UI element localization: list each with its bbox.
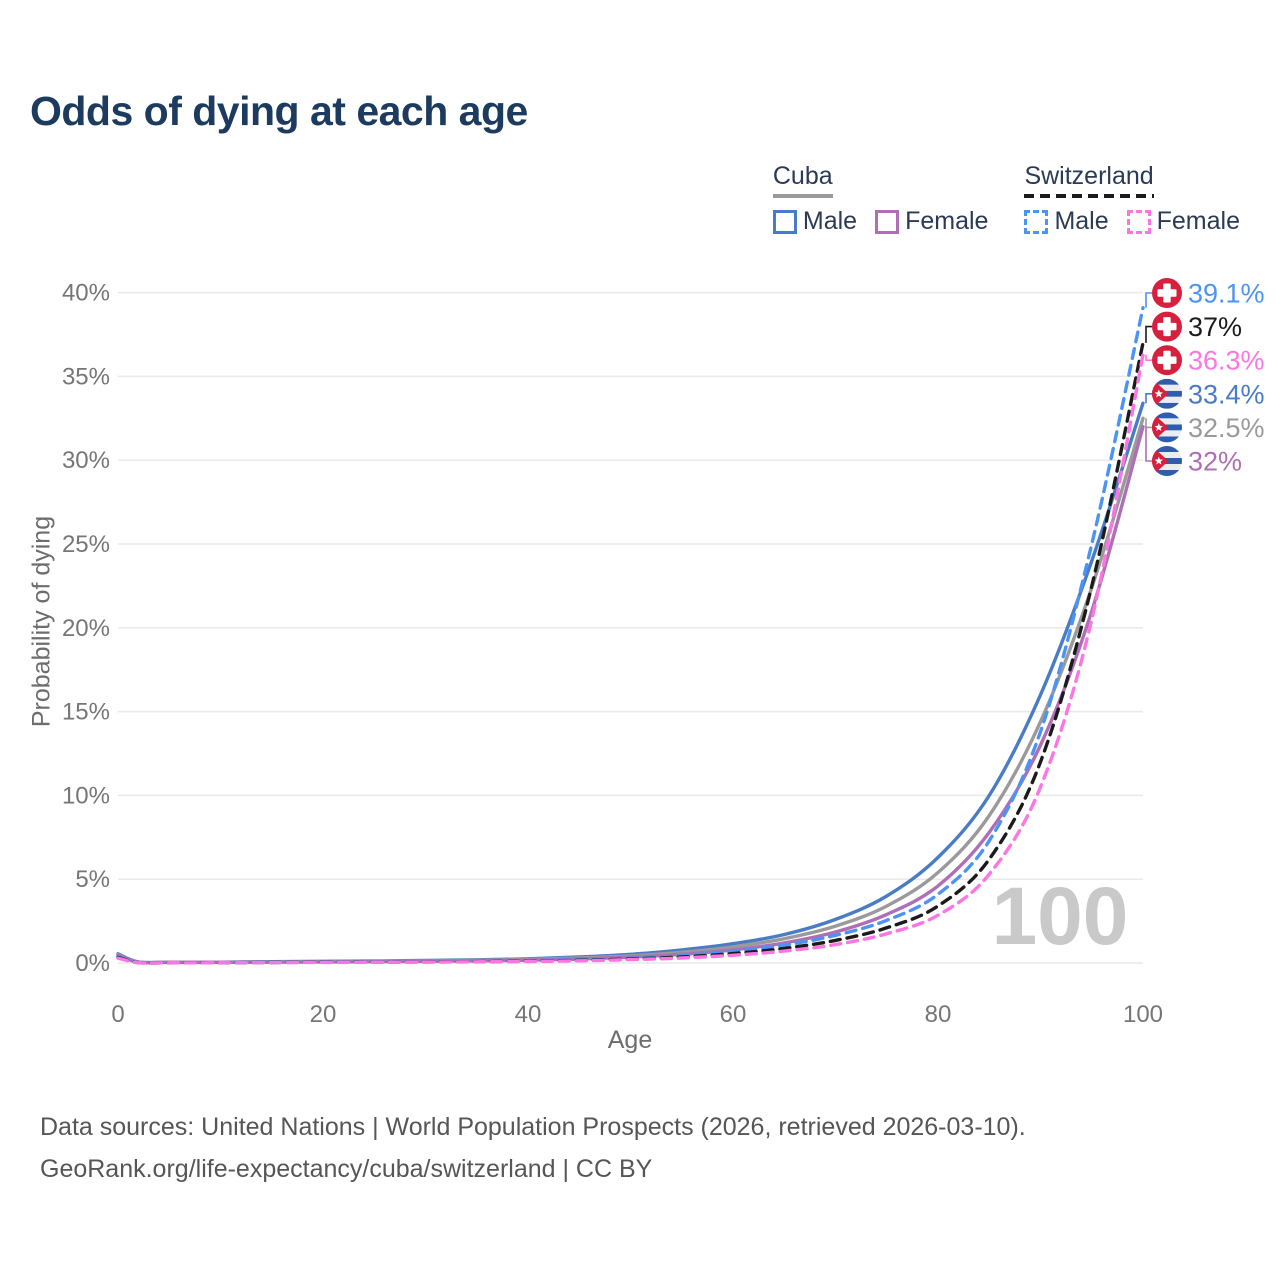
line-switzerland-both-sexes[interactable] [116, 341, 1145, 965]
end-value-label-cuba-both-sexes: 32.5% [1188, 413, 1265, 443]
y-tick-label: 0% [75, 950, 110, 977]
label-connector [1145, 418, 1152, 429]
y-tick-label: 15% [62, 699, 110, 726]
y-tick-label: 35% [62, 363, 110, 390]
y-tick-label: 25% [62, 531, 110, 558]
flag-cuba-icon [1152, 378, 1182, 409]
flag-cuba-icon [1152, 412, 1182, 443]
y-tick-label: 5% [75, 866, 110, 893]
label-connector [1145, 292, 1152, 308]
legend-swatch-cuba-male-icon [772, 209, 797, 234]
footer-line2: GeoRank.org/life-expectancy/cuba/switzer… [40, 1155, 653, 1183]
legend-group-switzerland: Switzerland Male Female [1024, 162, 1240, 236]
y-tick-label: 30% [62, 447, 110, 474]
legend: Cuba Male Female Switzerland Male Female [772, 162, 1240, 236]
footer-line1: Data sources: United Nations | World Pop… [40, 1113, 1026, 1141]
x-tick-label: 80 [925, 1001, 952, 1028]
legend-label: Male [1054, 207, 1109, 235]
x-axis-title: Age [607, 1026, 653, 1054]
end-value-label-switzerland-female: 36.3% [1188, 346, 1265, 376]
legend-item-cuba-female[interactable]: Female [875, 207, 988, 236]
legend-item-switzerland-female[interactable]: Female [1126, 207, 1240, 236]
legend-label: Female [905, 207, 989, 235]
x-tick-label: 60 [720, 1001, 747, 1028]
line-switzerland-female[interactable] [116, 352, 1145, 965]
line-cuba-both-sexes[interactable] [116, 416, 1145, 965]
line-cuba-female[interactable] [116, 425, 1145, 965]
legend-item-switzerland-male[interactable]: Male [1024, 207, 1109, 236]
label-connector [1145, 426, 1152, 462]
legend-item-cuba-male[interactable]: Male [772, 207, 858, 236]
legend-underline-switzerland [1024, 194, 1154, 198]
legend-country-cuba: Cuba [772, 162, 833, 190]
legend-label: Male [802, 207, 858, 235]
legend-group-cuba: Cuba Male Female [772, 162, 988, 236]
label-connector [1145, 392, 1152, 404]
flag-switzerland-icon [1152, 311, 1182, 342]
legend-swatch-switzerland-female-icon [1126, 209, 1151, 234]
end-value-label-cuba-female: 32% [1188, 447, 1242, 477]
x-tick-label: 100 [1123, 1001, 1163, 1028]
y-tick-label: 20% [62, 615, 110, 642]
label-connector [1145, 354, 1152, 362]
end-value-label-cuba-male: 33.4% [1188, 379, 1265, 409]
y-tick-label: 10% [62, 782, 110, 809]
data-sources: Data sources: United Nations | World Pop… [40, 1106, 1026, 1190]
hover-age-watermark: 100 [992, 871, 1129, 962]
y-tick-label: 40% [62, 280, 110, 307]
flag-switzerland-icon [1152, 278, 1182, 308]
x-tick-label: 20 [310, 1001, 337, 1028]
end-value-label-switzerland-male: 39.1% [1188, 279, 1265, 309]
line-switzerland-male[interactable] [116, 306, 1145, 965]
legend-swatch-switzerland-male-icon [1024, 209, 1049, 234]
legend-swatch-cuba-female-icon [875, 209, 900, 234]
legend-underline-cuba [772, 194, 833, 198]
flag-switzerland-icon [1152, 345, 1182, 376]
label-connector [1145, 325, 1152, 343]
x-tick-label: 0 [111, 1001, 124, 1028]
flag-cuba-icon [1152, 446, 1182, 476]
x-tick-label: 40 [515, 1001, 542, 1028]
legend-country-switzerland: Switzerland [1024, 162, 1154, 190]
legend-label: Female [1156, 207, 1240, 235]
y-axis-title: Probability of dying [27, 515, 56, 728]
chart-title: Odds of dying at each age [30, 88, 528, 134]
end-value-label-switzerland-both-sexes: 37% [1188, 312, 1242, 342]
